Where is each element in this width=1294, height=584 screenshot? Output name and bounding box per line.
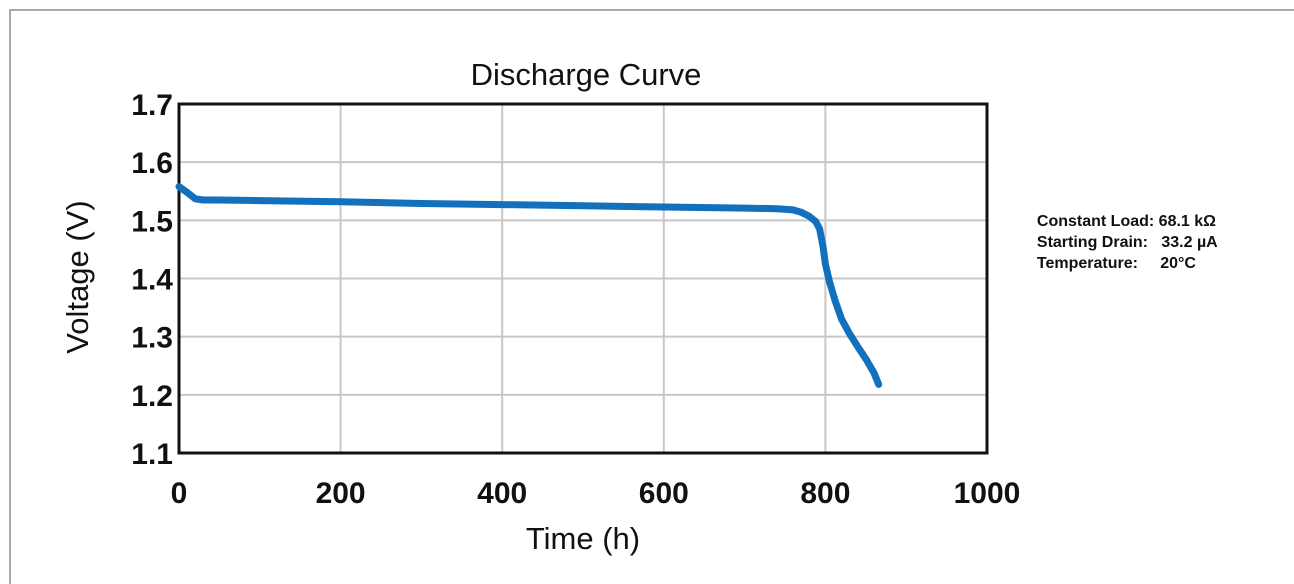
chart-title: Discharge Curve [471,57,702,92]
constant-load-note: Constant Load: 68.1 kΩ [1028,195,1216,231]
chart-frame [9,9,1294,584]
x-tick-label: 800 [800,477,850,510]
y-tick-label: 1.5 [131,205,173,238]
constant-load-label: Constant Load: [1036,213,1155,230]
y-tick-label: 1.6 [131,147,173,180]
y-tick-labels: 1.1 1.2 1.3 1.4 1.5 1.6 1.7 [131,89,173,471]
x-tick-label: 600 [639,477,689,510]
x-tick-label: 1000 [954,477,1021,510]
x-tick-label: 400 [477,477,527,510]
discharge-curve-line [175,183,883,388]
x-axis-label: Time (h) [526,521,640,556]
temperature-note: Temperature: 20°C [1028,237,1196,273]
plot-area-border [177,102,989,455]
temperature-value: 20°C [1160,255,1196,272]
starting-drain-label: Starting Drain: [1036,234,1149,251]
y-tick-label: 1.7 [131,89,173,122]
y-tick-label: 1.1 [131,438,173,471]
y-axis-label: Voltage (V) [60,200,95,353]
y-tick-label: 1.2 [131,380,173,413]
x-tick-label: 200 [316,477,366,510]
constant-load-value: 68.1 kΩ [1158,213,1216,230]
temperature-label: Temperature: [1036,255,1138,272]
x-tick-labels: 0 200 400 600 800 1000 [171,477,1021,510]
starting-drain-value: 33.2 µA [1161,234,1218,251]
y-tick-label: 1.4 [131,264,173,297]
y-tick-label: 1.3 [131,322,173,355]
starting-drain-note: Starting Drain: 33.2 µA [1028,216,1218,252]
x-tick-label: 0 [171,477,188,510]
grid-lines [179,104,987,453]
